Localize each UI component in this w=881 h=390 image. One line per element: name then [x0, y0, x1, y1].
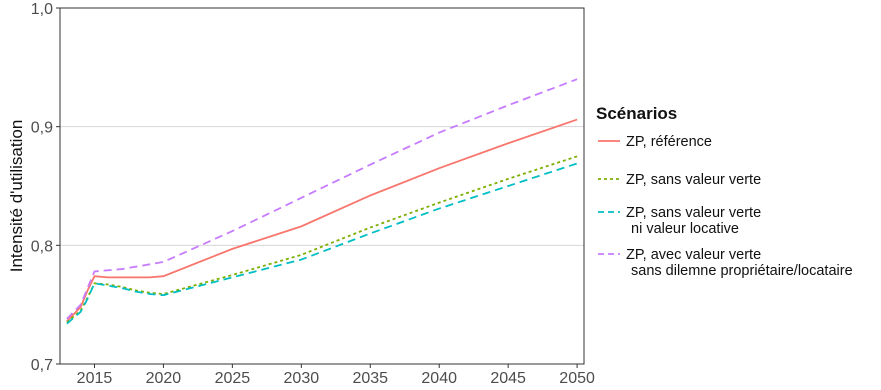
y-tick-label: 0,7: [31, 357, 53, 374]
legend-label: ZP, sans valeur verte: [626, 205, 761, 221]
y-tick-label: 0,9: [31, 120, 53, 137]
legend-label: ZP, avec valeur verte: [626, 247, 761, 263]
y-tick-label: 0,8: [31, 238, 53, 255]
x-tick-label: 2030: [284, 370, 320, 385]
x-tick-label: 2045: [490, 370, 526, 385]
x-tick-label: 2020: [146, 370, 182, 385]
x-tick-label: 2035: [352, 370, 388, 385]
x-tick-label: 2050: [559, 370, 595, 385]
x-tick-label: 2040: [421, 370, 457, 385]
legend-title: Scénarios: [596, 104, 677, 123]
legend-label: ZP, sans valeur verte: [626, 172, 761, 188]
legend-label: ZP, référence: [626, 134, 712, 150]
legend-label: sans dilemne propriétaire/locataire: [631, 263, 853, 279]
y-axis-title: Intensité d'utilisation: [7, 120, 26, 273]
x-tick-label: 2015: [77, 370, 113, 385]
legend-label: ni valeur locative: [631, 221, 739, 237]
y-tick-label: 1,0: [31, 1, 53, 18]
x-tick-label: 2025: [215, 370, 251, 385]
